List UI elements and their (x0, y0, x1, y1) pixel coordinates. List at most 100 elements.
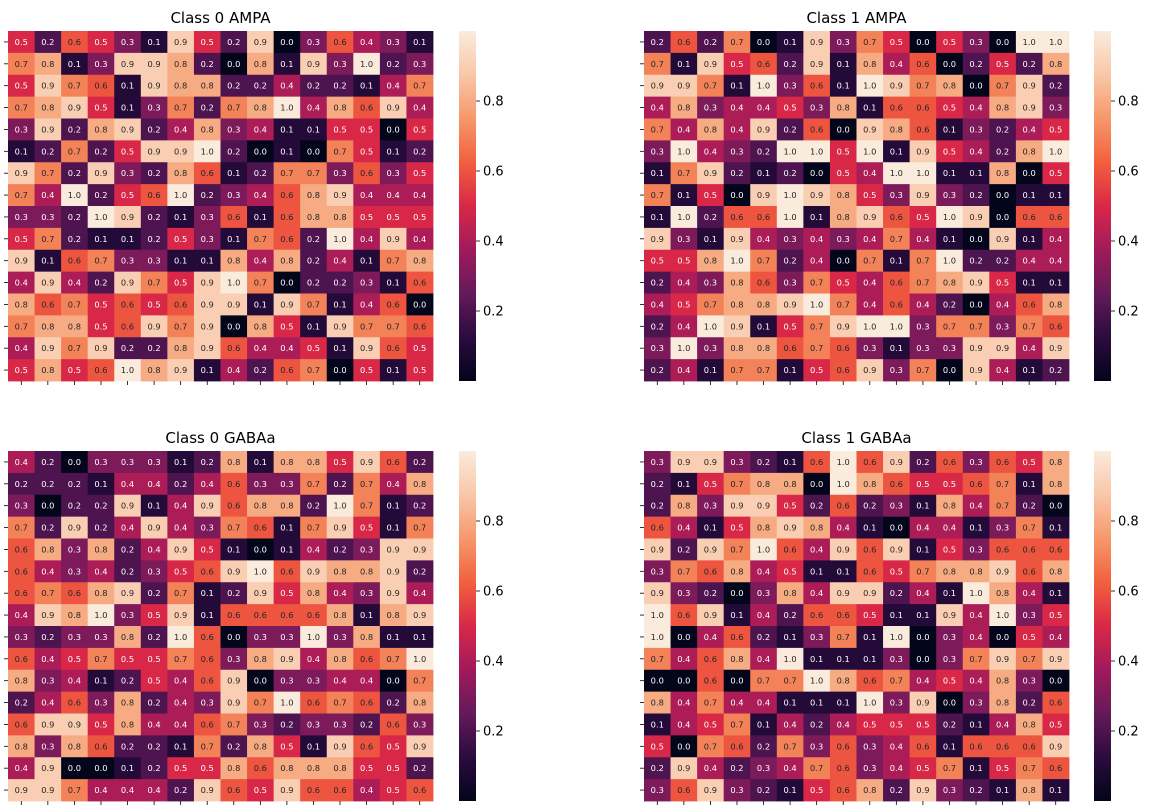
cell-label: 0.6 (15, 566, 28, 576)
heatmap-cell (220, 337, 248, 360)
cell-label: 0.5 (863, 610, 876, 620)
heatmap-cell (644, 227, 671, 251)
cell-label: 0.8 (254, 741, 267, 751)
heatmap-cell (353, 472, 381, 496)
heatmap-cell (697, 494, 725, 518)
cell-label: 0.2 (704, 212, 717, 222)
heatmap-cell (1042, 227, 1070, 251)
cell-label: 1.0 (837, 457, 850, 467)
heatmap-cell (989, 315, 1017, 338)
heatmap-cell (1015, 271, 1043, 294)
cell-label: 0.3 (890, 365, 903, 375)
heatmap-cell (829, 52, 857, 76)
cell-label: 0.2 (254, 168, 267, 178)
cell-label: 0.0 (996, 190, 1009, 200)
heatmap-cell (167, 249, 195, 273)
cell-label: 0.6 (730, 741, 743, 751)
cell-label: 0.8 (307, 190, 320, 200)
cell-label: 0.8 (227, 763, 240, 773)
heatmap-cell (750, 451, 778, 474)
heatmap-cell (34, 779, 62, 802)
cell-label: 0.9 (41, 610, 54, 620)
heatmap-cell (247, 52, 275, 76)
cell-label: 0.1 (121, 234, 134, 244)
heatmap-cell (114, 31, 142, 54)
heatmap-cell (936, 494, 964, 518)
colorbar-tick-label: 0.8 (1118, 95, 1139, 110)
cell-label: 0.9 (94, 343, 107, 353)
cell-label: 0.6 (890, 103, 903, 113)
heatmap-cell (300, 184, 328, 207)
cell-label: 0.6 (1049, 698, 1062, 708)
heatmap-cell (883, 206, 911, 229)
heatmap-cell (87, 74, 115, 98)
cell-label: 0.1 (730, 610, 743, 620)
cell-label: 0.2 (1023, 501, 1036, 511)
cell-label: 0.1 (1023, 234, 1036, 244)
heatmap-cell (61, 162, 89, 185)
cell-label: 0.5 (387, 763, 400, 773)
heatmap-cell (962, 162, 990, 185)
cell-label: 0.2 (943, 299, 956, 309)
heatmap-cell (379, 140, 407, 163)
heatmap-cell (326, 359, 354, 382)
cell-label: 0.4 (1023, 124, 1036, 134)
heatmap-cell (406, 451, 434, 474)
heatmap-cell (829, 647, 857, 671)
heatmap-cell (1042, 757, 1070, 780)
heatmap-cell (1015, 118, 1043, 141)
heatmap-cell (300, 162, 328, 185)
heatmap-cell (670, 52, 698, 76)
cell-label: 0.4 (730, 124, 743, 134)
cell-label: 0.4 (783, 719, 796, 729)
cell-label: 0.8 (41, 103, 54, 113)
heatmap-cell (776, 118, 804, 141)
heatmap-cell (697, 31, 725, 54)
cell-label: 0.8 (333, 763, 346, 773)
heatmap-cell (140, 162, 168, 185)
cell-label: 0.8 (254, 103, 267, 113)
heatmap-cell (936, 691, 964, 714)
heatmap-cell (273, 647, 301, 671)
cell-label: 0.4 (890, 741, 903, 751)
heatmap-cell (936, 647, 964, 671)
cell-label: 0.9 (1049, 343, 1062, 353)
heatmap-cell (300, 647, 328, 671)
cell-label: 0.2 (651, 365, 664, 375)
cell-label: 0.0 (969, 234, 982, 244)
cell-label: 0.7 (810, 763, 823, 773)
heatmap-cell (962, 779, 990, 802)
heatmap-cell (167, 359, 195, 382)
heatmap-cell (167, 494, 195, 518)
cell-label: 0.7 (360, 479, 373, 489)
cell-label: 1.0 (704, 321, 717, 331)
heatmap-cell (140, 538, 168, 561)
heatmap-cell (406, 337, 434, 360)
cell-label: 0.4 (15, 457, 28, 467)
cell-label: 0.9 (413, 610, 426, 620)
heatmap-cell (829, 779, 857, 802)
cell-label: 0.1 (387, 365, 400, 375)
cell-label: 0.6 (837, 501, 850, 511)
cell-label: 0.6 (280, 234, 293, 244)
cell-label: 0.4 (360, 37, 373, 47)
cell-label: 0.0 (943, 365, 956, 375)
heatmap-cell (989, 604, 1017, 627)
cell-label: 0.6 (201, 719, 214, 729)
heatmap-cell (750, 118, 778, 141)
cell-label: 0.4 (757, 103, 770, 113)
cell-label: 0.6 (757, 59, 770, 69)
heatmap-cell (34, 315, 62, 338)
cell-label: 0.9 (201, 501, 214, 511)
cell-label: 0.4 (41, 654, 54, 664)
cell-label: 0.3 (387, 168, 400, 178)
heatmap-cell (193, 626, 221, 649)
heatmap-cell (723, 315, 751, 338)
heatmap-cell (776, 271, 804, 294)
heatmap-cell (8, 118, 35, 141)
cell-label: 0.1 (863, 654, 876, 664)
heatmap-cell (1042, 31, 1070, 54)
heatmap-cell (670, 227, 698, 251)
heatmap-cell (114, 293, 142, 316)
cell-label: 0.9 (387, 566, 400, 576)
